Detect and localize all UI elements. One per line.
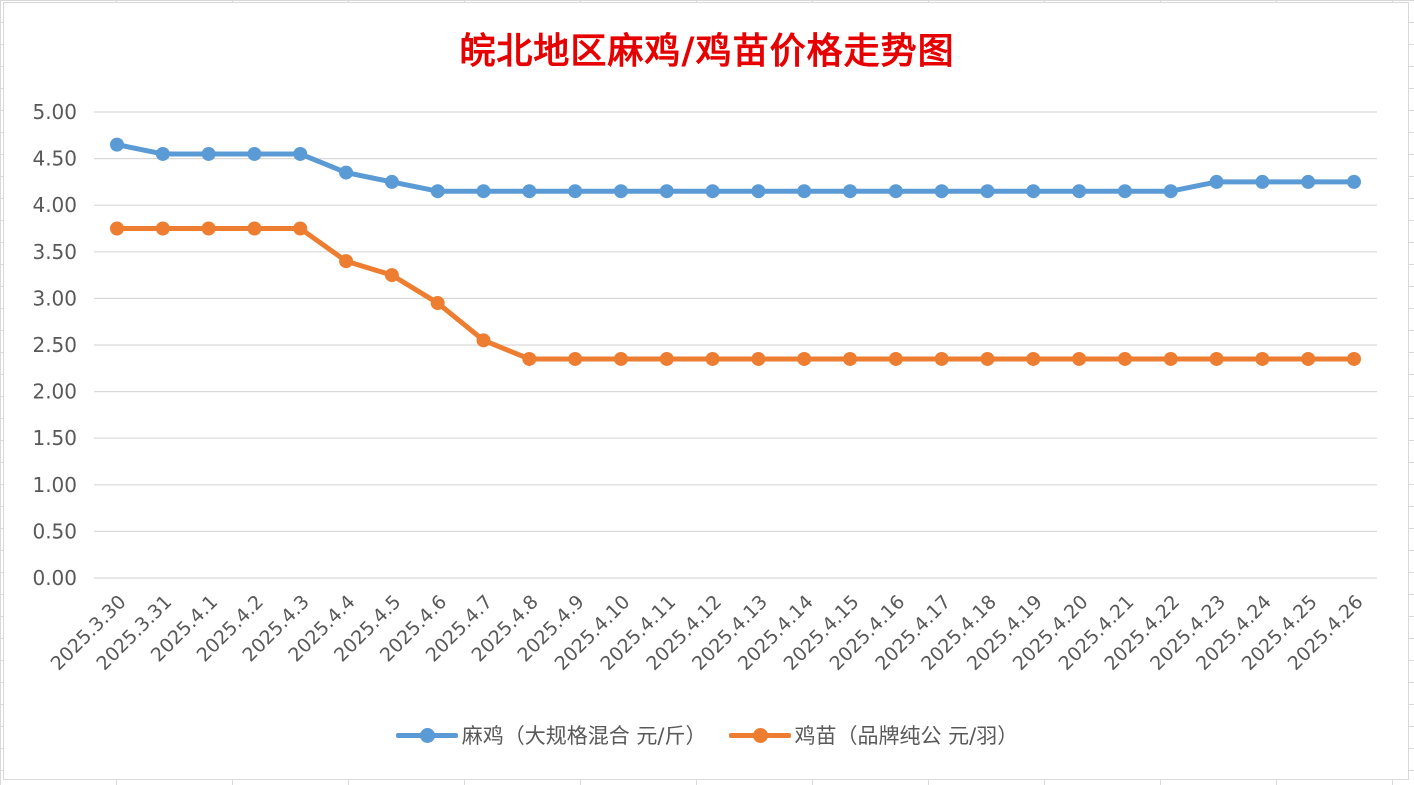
data-point-series-1[interactable] xyxy=(613,184,628,199)
chart-title: 皖北地区麻鸡/鸡苗价格走势图 xyxy=(459,30,955,72)
y-tick-label: 5.00 xyxy=(32,100,77,124)
y-tick-label: 4.00 xyxy=(32,193,77,217)
y-tick-label: 1.00 xyxy=(32,473,77,497)
data-point-series-2[interactable] xyxy=(934,351,949,366)
data-point-series-1[interactable] xyxy=(155,146,170,161)
data-point-series-1[interactable] xyxy=(522,184,537,199)
data-point-series-2[interactable] xyxy=(843,351,858,366)
data-point-series-2[interactable] xyxy=(110,221,124,236)
y-tick-label: 2.50 xyxy=(32,333,77,357)
data-point-series-1[interactable] xyxy=(568,184,583,199)
data-point-series-2[interactable] xyxy=(888,351,903,366)
data-point-series-1[interactable] xyxy=(430,184,445,199)
legend-marker-series-1 xyxy=(395,725,458,745)
data-point-series-2[interactable] xyxy=(476,333,491,348)
data-point-series-2[interactable] xyxy=(430,296,445,311)
data-point-series-2[interactable] xyxy=(1255,351,1270,366)
y-tick-label: 0.50 xyxy=(32,519,77,543)
data-point-series-1[interactable] xyxy=(339,165,354,180)
data-point-series-2[interactable] xyxy=(568,351,583,366)
data-point-series-1[interactable] xyxy=(659,184,674,199)
data-point-series-2[interactable] xyxy=(659,351,674,366)
data-point-series-2[interactable] xyxy=(155,221,170,236)
data-point-series-2[interactable] xyxy=(522,351,537,366)
y-tick-label: 1.50 xyxy=(32,426,77,450)
data-point-series-1[interactable] xyxy=(1301,174,1316,189)
data-point-series-1[interactable] xyxy=(751,184,766,199)
legend-label-series-2: 鸡苗（品牌纯公 元/羽） xyxy=(794,724,1019,748)
data-point-series-1[interactable] xyxy=(705,184,720,199)
data-point-series-2[interactable] xyxy=(293,221,308,236)
data-point-series-1[interactable] xyxy=(476,184,491,199)
data-point-series-1[interactable] xyxy=(934,184,949,199)
data-point-series-1[interactable] xyxy=(843,184,858,199)
series-line-2 xyxy=(114,226,1357,362)
data-point-series-1[interactable] xyxy=(1026,184,1041,199)
legend: 麻鸡（大规格混合 元/斤） 鸡苗（品牌纯公 元/羽） xyxy=(0,720,1414,750)
legend-item-series-1[interactable]: 麻鸡（大规格混合 元/斤） xyxy=(395,720,707,750)
data-point-series-1[interactable] xyxy=(1209,174,1224,189)
data-point-series-1[interactable] xyxy=(1117,184,1132,199)
data-point-series-1[interactable] xyxy=(293,146,308,161)
data-point-series-2[interactable] xyxy=(247,221,262,236)
data-point-series-2[interactable] xyxy=(1163,351,1178,366)
data-point-series-2[interactable] xyxy=(980,351,995,366)
data-point-series-2[interactable] xyxy=(1072,351,1087,366)
data-point-series-1[interactable] xyxy=(1347,174,1361,189)
data-point-series-1[interactable] xyxy=(980,184,995,199)
legend-label-series-1: 麻鸡（大规格混合 元/斤） xyxy=(461,724,707,748)
data-point-series-1[interactable] xyxy=(384,174,399,189)
data-point-series-1[interactable] xyxy=(110,137,124,152)
data-point-series-1[interactable] xyxy=(1163,184,1178,199)
data-point-series-2[interactable] xyxy=(1209,351,1224,366)
y-tick-label: 2.00 xyxy=(32,380,77,404)
data-point-series-1[interactable] xyxy=(1255,174,1270,189)
data-point-series-2[interactable] xyxy=(797,351,812,366)
data-point-series-2[interactable] xyxy=(1301,351,1316,366)
data-point-series-1[interactable] xyxy=(1072,184,1087,199)
data-point-series-2[interactable] xyxy=(1347,351,1361,366)
data-point-series-2[interactable] xyxy=(339,254,354,269)
data-point-series-2[interactable] xyxy=(1117,351,1132,366)
data-point-series-2[interactable] xyxy=(751,351,766,366)
series-line-1 xyxy=(114,142,1357,194)
data-point-series-1[interactable] xyxy=(797,184,812,199)
y-tick-label: 0.00 xyxy=(32,566,77,590)
data-point-series-2[interactable] xyxy=(201,221,216,236)
data-point-series-1[interactable] xyxy=(888,184,903,199)
y-tick-label: 3.00 xyxy=(32,286,77,310)
data-point-series-2[interactable] xyxy=(613,351,628,366)
y-tick-label: 4.50 xyxy=(32,147,77,171)
legend-item-series-2[interactable]: 鸡苗（品牌纯公 元/羽） xyxy=(728,720,1019,750)
data-point-series-1[interactable] xyxy=(201,146,216,161)
legend-marker-series-2 xyxy=(728,725,791,745)
y-tick-label: 3.50 xyxy=(32,240,77,264)
data-point-series-2[interactable] xyxy=(1026,351,1041,366)
data-point-series-1[interactable] xyxy=(247,146,262,161)
data-point-series-2[interactable] xyxy=(705,351,720,366)
data-point-series-2[interactable] xyxy=(384,268,399,283)
